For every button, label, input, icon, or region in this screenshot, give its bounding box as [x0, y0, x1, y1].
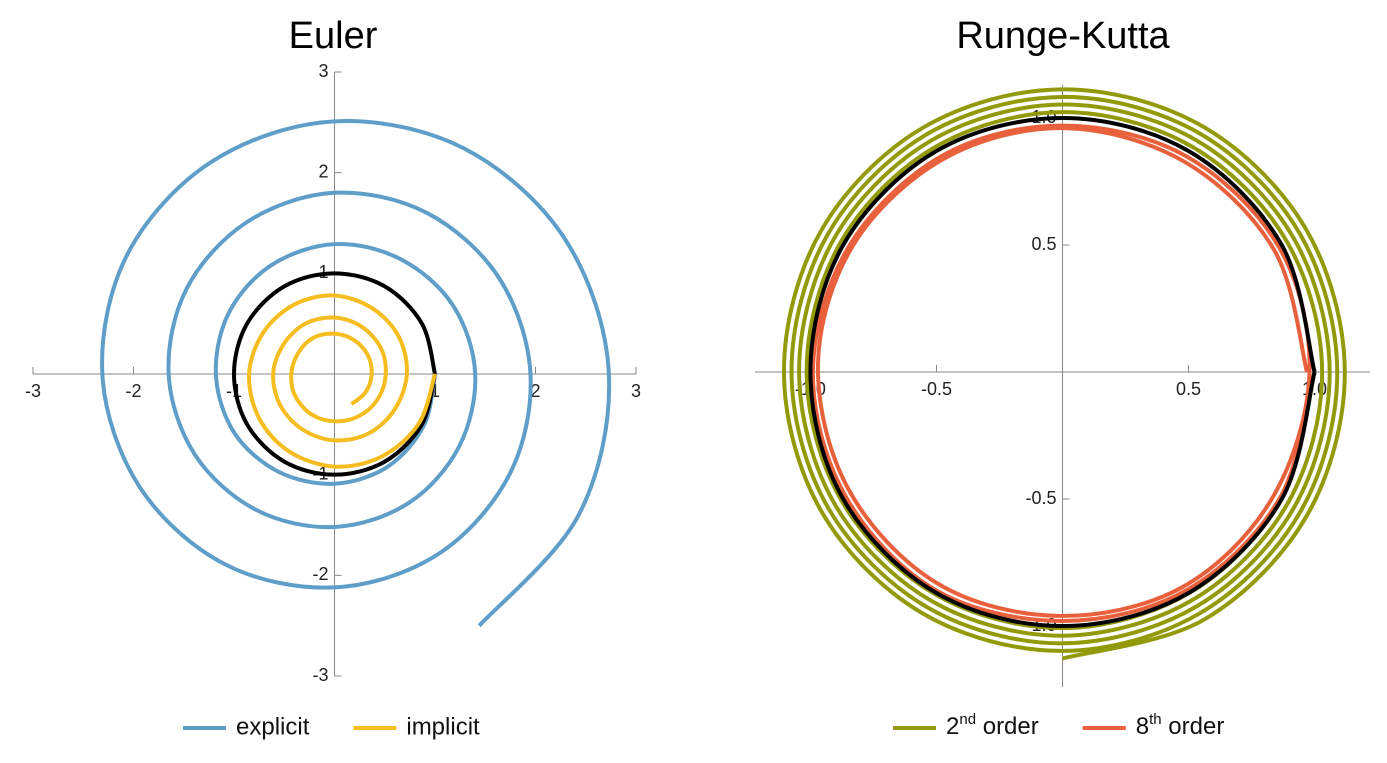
- chart-title: Runge-Kutta: [956, 15, 1170, 57]
- series-line: [100, 119, 612, 628]
- legend-label: 2nd order: [946, 711, 1039, 740]
- y-tick-label: -0.5: [1025, 488, 1056, 508]
- legend-text: 2: [946, 713, 959, 740]
- series-line: [810, 123, 1317, 623]
- series-line: [247, 293, 437, 469]
- legend-text: 8: [1136, 713, 1149, 740]
- chart-title: Euler: [289, 15, 378, 57]
- x-tick-label: 1: [430, 381, 440, 401]
- series-line: [781, 87, 1347, 661]
- legend-label: implicit: [406, 713, 480, 740]
- y-tick-label: 3: [318, 61, 328, 81]
- y-tick-label: -2: [312, 564, 328, 584]
- legend-text: order: [976, 713, 1039, 740]
- legend-label: explicit: [236, 713, 310, 740]
- x-tick-label: -2: [125, 381, 141, 401]
- y-tick-label: -3: [312, 665, 328, 685]
- legend-text: order: [1162, 713, 1225, 740]
- x-tick-label: 0.5: [1176, 379, 1201, 399]
- y-tick-label: 2: [318, 161, 328, 181]
- x-tick-label: 2: [530, 381, 540, 401]
- series-line: [232, 271, 437, 477]
- legend-text: nd: [959, 711, 976, 728]
- x-tick-label: 3: [631, 381, 641, 401]
- legend-label: 8th order: [1136, 711, 1225, 740]
- legend-text: th: [1149, 711, 1162, 728]
- x-tick-label: -3: [25, 381, 41, 401]
- series-line: [808, 116, 1317, 629]
- x-tick-label: -0.5: [921, 379, 952, 399]
- y-tick-label: 0.5: [1031, 234, 1056, 254]
